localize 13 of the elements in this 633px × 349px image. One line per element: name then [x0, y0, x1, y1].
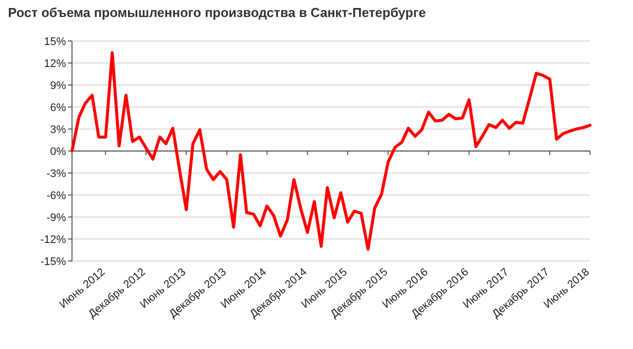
- chart-title: Рост объема промышленного производства в Санкт-Петербурге: [8, 5, 426, 20]
- y-tick-label: 6%: [50, 102, 66, 114]
- y-tick-label: -6%: [46, 190, 66, 202]
- y-tick-label: 9%: [50, 80, 66, 92]
- y-tick-label: -15%: [40, 256, 66, 268]
- y-tick-label: -9%: [46, 212, 66, 224]
- y-tick-label: -3%: [46, 168, 66, 180]
- y-tick-label: 15%: [44, 36, 66, 48]
- y-tick-label: -12%: [40, 234, 66, 246]
- y-tick-label: 3%: [50, 124, 66, 136]
- line-series: [70, 51, 592, 251]
- y-tick-label: 12%: [44, 58, 66, 70]
- y-tick-label: 0%: [50, 146, 66, 158]
